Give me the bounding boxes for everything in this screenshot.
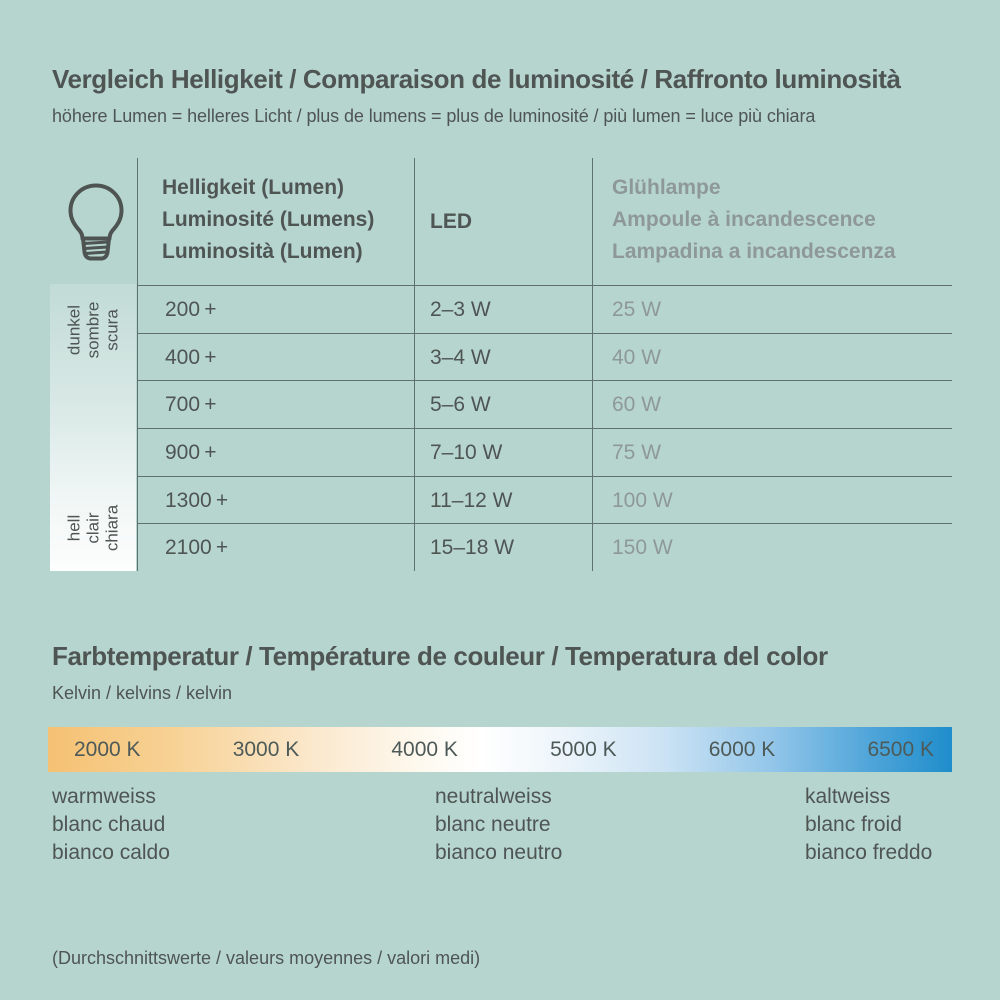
warm-fr: blanc chaud (52, 813, 166, 836)
brightness-scale-strip (50, 284, 136, 571)
scale-bright-de: hell (64, 514, 84, 542)
table-row: 700 + 5–6 W 60 W (137, 380, 952, 429)
table-divider-vertical-2 (414, 158, 415, 571)
brightness-title: Vergleich Helligkeit / Comparaison de lu… (52, 64, 901, 94)
cold-it: bianco freddo (805, 841, 933, 864)
scale-dark-it: scura (102, 309, 122, 351)
kelvin-label-6000: 6000 K (708, 737, 776, 761)
kelvin-label-2000: 2000 K (74, 737, 141, 761)
lumen-value: 700 + (165, 393, 217, 416)
scale-dark-de: dunkel (64, 304, 84, 356)
table-row: 200 + 2–3 W 25 W (137, 285, 952, 334)
scale-dark-fr: sombre (83, 301, 103, 359)
warm-it: bianco caldo (52, 841, 170, 864)
lumen-header-it: Luminosità (Lumen) (162, 240, 363, 263)
lumen-header-de: Helligkeit (Lumen) (162, 176, 345, 199)
column-header-led: LED (430, 210, 472, 233)
scale-bright-fr: clair (83, 512, 103, 544)
table-row: 2100 + 15–18 W 150 W (137, 523, 952, 572)
brightness-subtitle: höhere Lumen = helleres Licht / plus de … (52, 106, 816, 126)
light-bulb-icon (68, 183, 124, 261)
scale-label-dark: dunkel sombre scura (65, 302, 122, 359)
warm-de: warmweiss (52, 785, 156, 808)
incandescent-watt-value: 100 W (612, 488, 673, 512)
led-watt-value: 15–18 W (430, 536, 515, 559)
table-row: 1300 + 11–12 W 100 W (137, 476, 952, 524)
led-watt-value: 5–6 W (430, 393, 491, 416)
incandescent-header-fr: Ampoule à incandescence (612, 208, 876, 231)
neutral-it: bianco neutro (435, 841, 563, 864)
cold-de: kaltweiss (805, 785, 891, 808)
lumen-value: 900 + (165, 441, 217, 464)
led-watt-value: 11–12 W (430, 488, 513, 512)
neutral-de: neutralweiss (435, 785, 552, 808)
led-watt-value: 3–4 W (430, 345, 491, 369)
kelvin-gradient-bar: 2000 K 3000 K 4000 K 5000 K 6000 K 6500 … (48, 727, 952, 772)
column-header-lumen: Helligkeit (Lumen) Luminosité (Lumens) L… (162, 172, 374, 268)
incandescent-watt-value: 40 W (612, 345, 662, 369)
scale-label-bright: hell clair chiara (65, 505, 122, 551)
table-row: 900 + 7–10 W 75 W (137, 428, 952, 477)
incandescent-header-it: Lampadina a incandescenza (612, 240, 896, 263)
lumen-value: 1300 + (165, 488, 229, 512)
incandescent-watt-value: 150 W (612, 536, 673, 559)
kelvin-label-5000: 5000 K (550, 737, 617, 761)
kelvin-label-3000: 3000 K (232, 737, 300, 761)
lumen-header-fr: Luminosité (Lumens) (162, 208, 375, 231)
incandescent-header-de: Glühlampe (612, 176, 721, 199)
lumen-value: 400 + (165, 345, 217, 369)
cold-fr: blanc froid (805, 813, 902, 836)
footer-note: (Durchschnittswerte / valeurs moyennes /… (52, 948, 481, 968)
scale-bright-it: chiara (102, 504, 122, 552)
white-type-warm: warmweiss blanc chaud bianco caldo (52, 783, 170, 867)
kelvin-label-6500: 6500 K (867, 737, 934, 761)
temperature-subtitle: Kelvin / kelvins / kelvin (52, 683, 233, 703)
table-row: 400 + 3–4 W 40 W (137, 333, 952, 381)
table-divider-vertical-1 (137, 158, 138, 571)
lumen-value: 2100 + (165, 536, 229, 559)
incandescent-watt-value: 25 W (612, 298, 662, 321)
led-watt-value: 7–10 W (430, 441, 503, 464)
incandescent-watt-value: 75 W (612, 441, 662, 464)
white-type-cold: kaltweiss blanc froid bianco freddo (805, 783, 932, 867)
kelvin-label-4000: 4000 K (391, 737, 458, 761)
temperature-title: Farbtemperatur / Température de couleur … (52, 641, 828, 671)
led-watt-value: 2–3 W (430, 298, 491, 321)
lumen-value: 200 + (165, 298, 217, 321)
neutral-fr: blanc neutre (435, 813, 551, 836)
incandescent-watt-value: 60 W (612, 393, 662, 416)
column-header-incandescent: Glühlampe Ampoule à incandescence Lampad… (612, 172, 896, 268)
table-divider-vertical-3 (592, 158, 593, 571)
white-type-neutral: neutralweiss blanc neutre bianco neutro (435, 783, 562, 867)
